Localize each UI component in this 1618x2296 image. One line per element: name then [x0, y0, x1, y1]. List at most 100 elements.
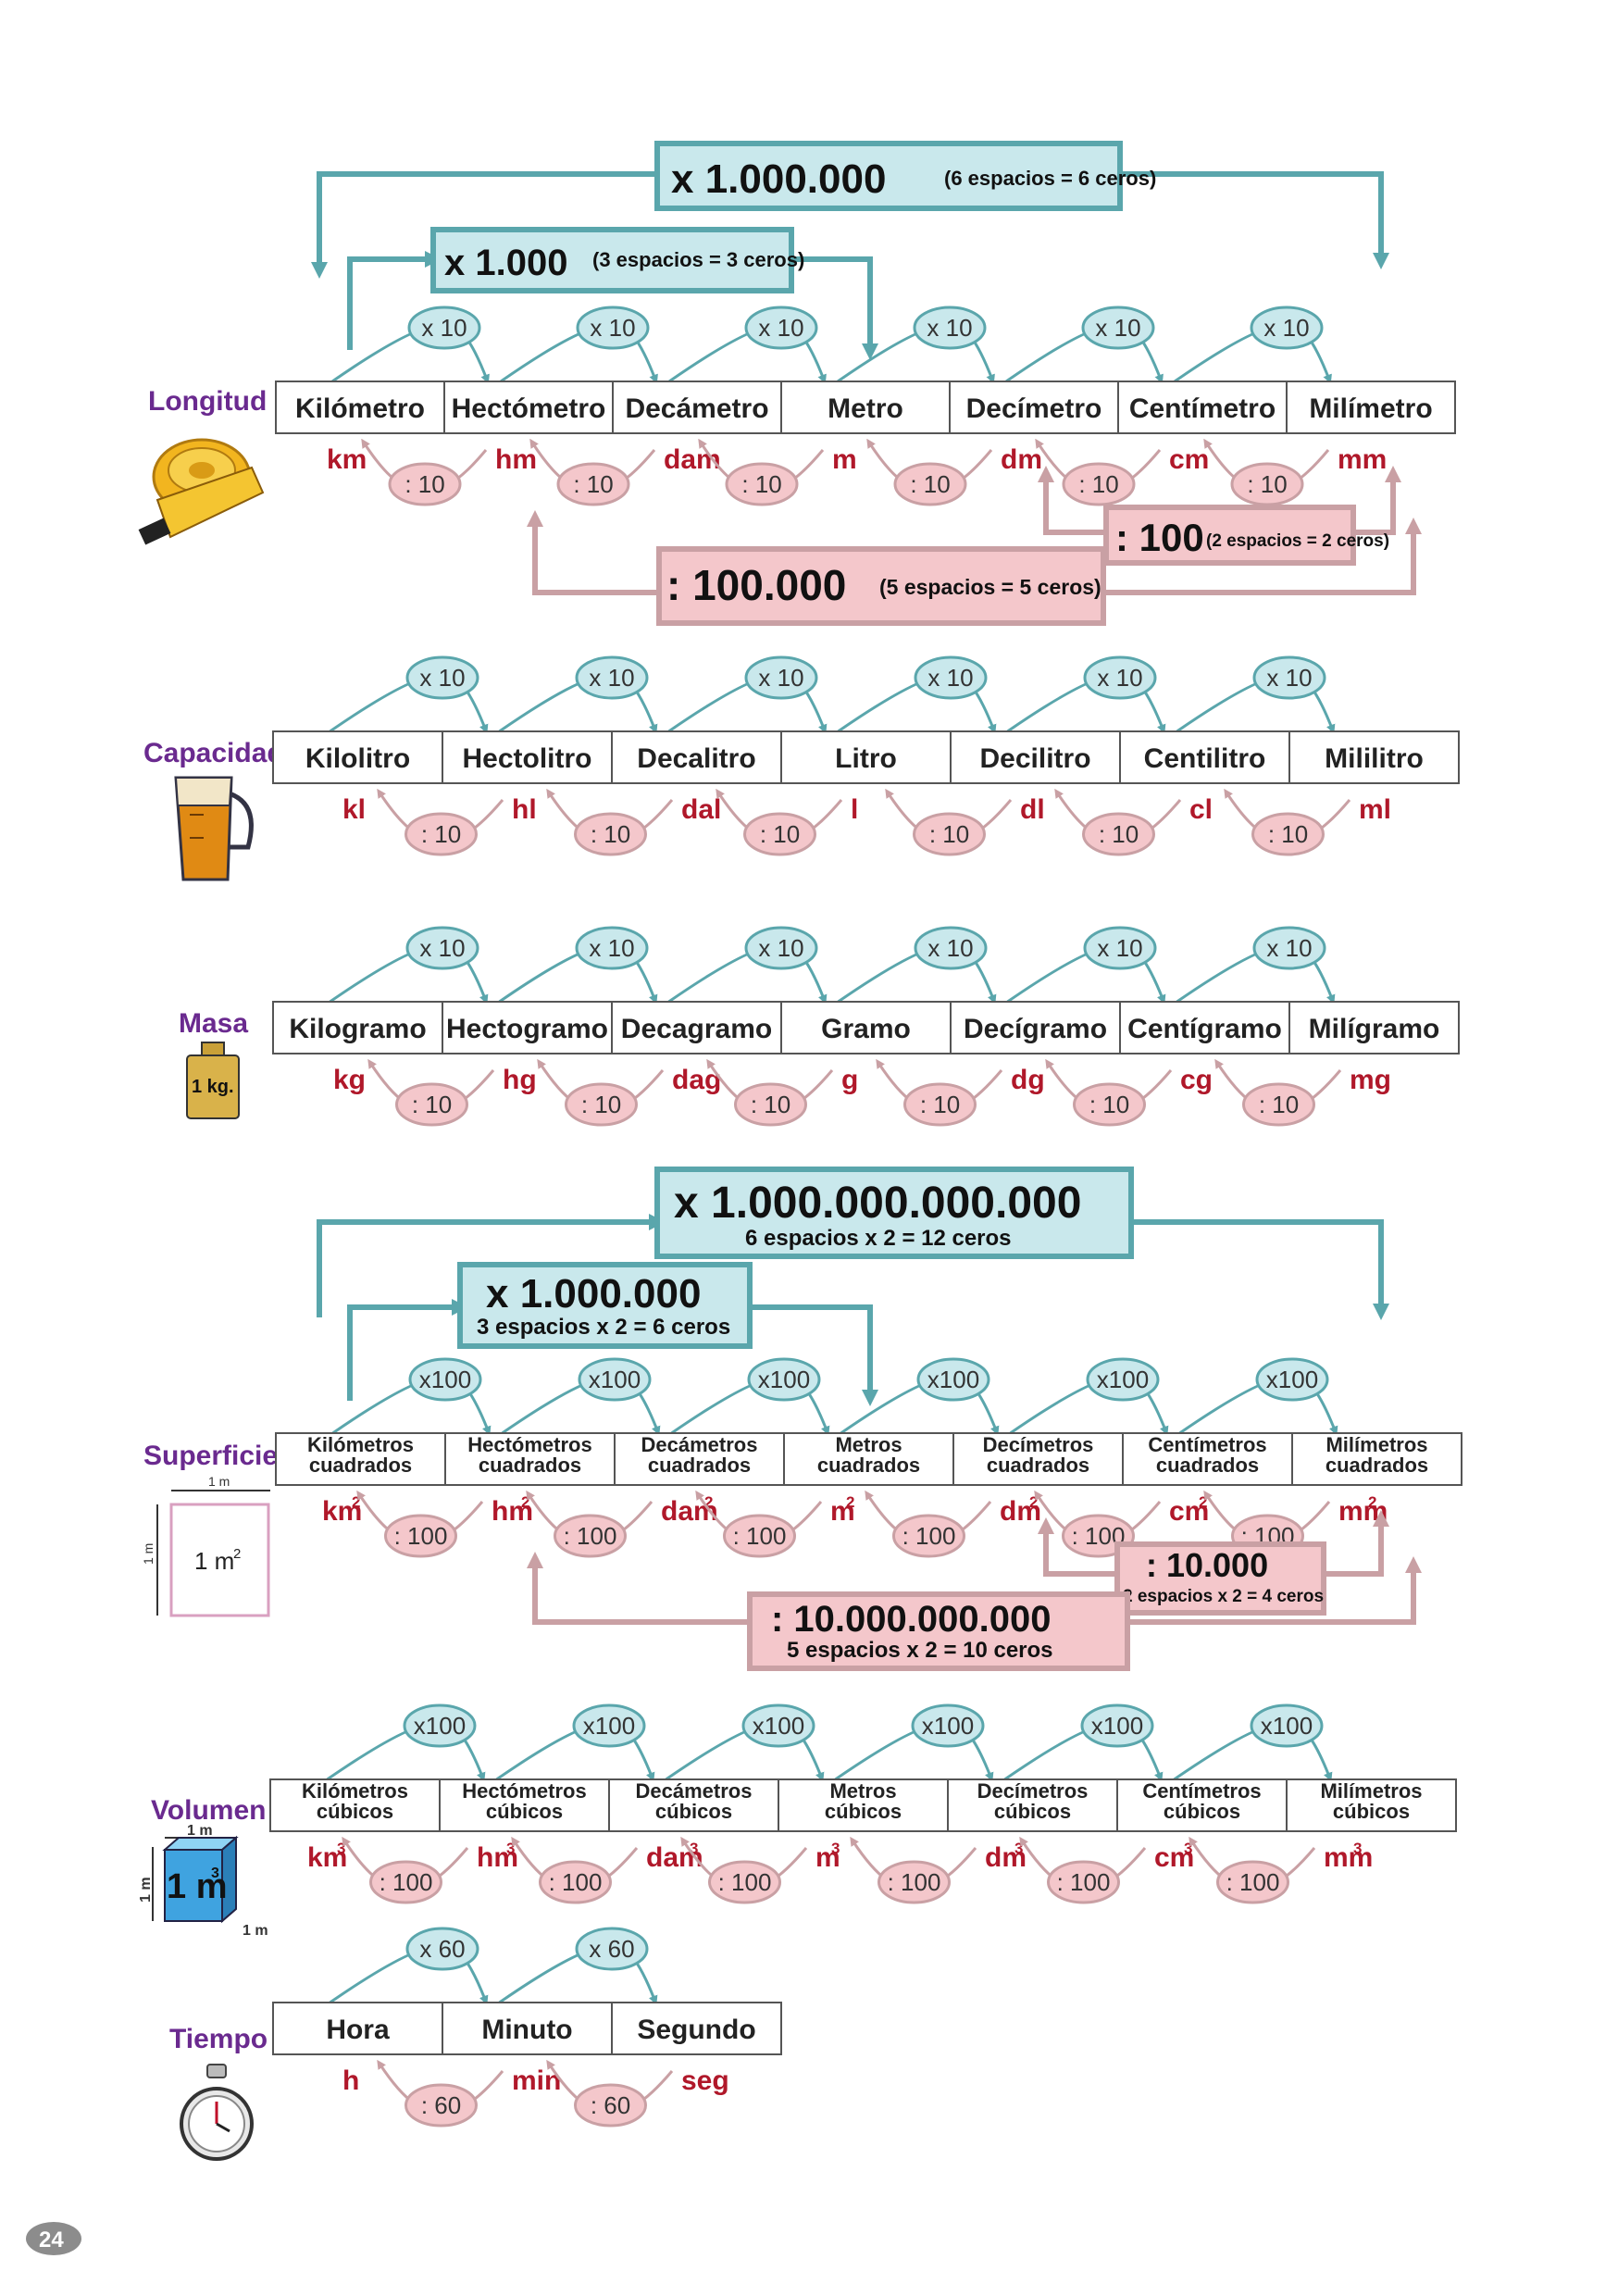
volumen-abbr: mm [1324, 1842, 1373, 1873]
longitud-div-bubble [1062, 462, 1136, 506]
masa-mult-bubble [914, 926, 988, 970]
capacidad-unit-name: Kilolitro [305, 743, 410, 774]
volumen-unit-name: cúbicos [1164, 1800, 1240, 1823]
capacidad-mult-factor: x 10 [419, 664, 465, 692]
longitud-unit-name: Decámetro [625, 393, 768, 424]
masa-div-factor: : 10 [1259, 1091, 1299, 1118]
volumen-div-bubble [708, 1860, 781, 1904]
longitud-div-factor: : 10 [404, 470, 444, 498]
volumen-div-factor: : 100 [1226, 1868, 1280, 1896]
superficie-div-bubble [892, 1514, 965, 1558]
longitud-big-div-main: : 100.000 [666, 561, 846, 609]
tiempo-unit-cell [611, 2002, 782, 2055]
masa-abbr: kg [333, 1065, 366, 1095]
masa-div-factor: : 10 [581, 1091, 621, 1118]
volumen-abbr-power: 3 [831, 1840, 840, 1857]
capacidad-div-bubble [743, 812, 816, 856]
masa-div-bubble [734, 1082, 807, 1127]
volumen-unit-name: cúbicos [655, 1800, 732, 1823]
volumen-unit-cell [1286, 1778, 1457, 1832]
masa-unit-name: Decagramo [621, 1014, 772, 1044]
volumen-mult-factor: x100 [583, 1712, 635, 1740]
capacidad-abbr: cl [1189, 794, 1213, 825]
capacidad-abbr: ml [1359, 794, 1391, 825]
volumen-div-factor: : 100 [549, 1868, 603, 1896]
volumen-section: Volumen 1 m 1 m 1 m 3 1 m x100 x100 x100 x1… [138, 1703, 1457, 1939]
superficie-abbr-power: 2 [1368, 1493, 1376, 1511]
superficie-mult-bubble [1255, 1357, 1329, 1402]
capacidad-div-factor: : 10 [421, 820, 461, 848]
longitud-mult-bubble [576, 306, 650, 350]
volumen-unit-name: Decímetros [977, 1779, 1089, 1803]
volumen-mult-factor: x100 [1261, 1712, 1313, 1740]
superficie-unit-cell [614, 1432, 785, 1486]
masa-row: x 10 x 10 x 10 x 10 x 10 x 10 Kilogramo Hectogr… [272, 926, 1460, 1127]
volumen-unit-cell [269, 1778, 441, 1832]
longitud-big-multiplier: x 1.000.000 (6 espacios = 6 ceros) [311, 141, 1389, 279]
capacidad-div-bubble [1251, 812, 1325, 856]
capacidad-unit-name: Litro [835, 743, 897, 774]
masa-mult-bubble [1252, 926, 1326, 970]
capacidad-abbr: l [851, 794, 858, 825]
volumen-unit-name: Decámetros [636, 1779, 753, 1803]
capacidad-unit-name: Decalitro [637, 743, 755, 774]
capacidad-abbr: hl [512, 794, 537, 825]
longitud-big-mult-main: x 1.000.000 [671, 156, 886, 202]
tiempo-abbr: seg [681, 2065, 729, 2096]
superficie-mult-factor: x100 [1266, 1366, 1318, 1393]
volumen-div-factor: : 100 [1057, 1868, 1111, 1896]
volumen-mult-factor: x100 [922, 1712, 974, 1740]
capacidad-unit-name: Mililitro [1325, 743, 1424, 774]
longitud-small-div-note: (2 espacios = 2 ceros) [1206, 531, 1389, 551]
capacidad-mult-factor: x 10 [1097, 664, 1142, 692]
masa-div-bubble [565, 1082, 638, 1127]
longitud-unit-name: Metro [828, 393, 903, 424]
capacidad-unit-cell [950, 730, 1121, 784]
superficie-mult-factor: x100 [927, 1366, 979, 1393]
capacidad-mult-bubble [744, 655, 818, 700]
superficie-unit-name: Metros [835, 1433, 902, 1456]
masa-mult-factor: x 10 [419, 934, 465, 962]
superficie-unit-cell [1291, 1432, 1462, 1486]
longitud-mult-bubble [913, 306, 987, 350]
capacidad-unit-cell [272, 730, 443, 784]
volumen-unit-name: Metros [829, 1779, 896, 1803]
tiempo-mult-bubble [575, 1927, 649, 1971]
volumen-div-bubble [877, 1860, 951, 1904]
capacidad-unit-cell [611, 730, 782, 784]
masa-unit-name: Gramo [821, 1014, 911, 1044]
superficie-unit-name: cuadrados [1326, 1454, 1428, 1477]
volumen-div-factor: : 100 [888, 1868, 941, 1896]
longitud-abbr: km [327, 444, 367, 475]
longitud-mult-factor: x 10 [758, 314, 803, 342]
capacidad-row: x 10 x 10 x 10 x 10 x 10 x 10 Kilolitro Hectoli… [272, 655, 1460, 856]
longitud-div-factor: : 10 [1247, 470, 1287, 498]
capacidad-mult-factor: x 10 [927, 664, 973, 692]
volumen-unit-name: Milímetros [1320, 1779, 1422, 1803]
longitud-unit-cell [1286, 381, 1456, 434]
superficie-mult-bubble [578, 1357, 652, 1402]
volumen-unit-name: Kilómetros [302, 1779, 408, 1803]
stopwatch-icon [180, 2064, 254, 2161]
longitud-big-mult-note: (6 espacios = 6 ceros) [944, 167, 1156, 190]
longitud-big-div-note: (5 espacios = 5 ceros) [879, 575, 1101, 599]
masa-div-factor: : 10 [751, 1091, 790, 1118]
longitud-div-factor: : 10 [573, 470, 613, 498]
superficie-unit-name: Hectómetros [467, 1433, 591, 1456]
measuring-jug-icon [174, 776, 254, 881]
superficie-small-divisor: : 10.000 2 espacios x 2 = 4 ceros [1038, 1510, 1389, 1616]
masa-div-bubble [1073, 1082, 1146, 1127]
longitud-unit-cell [949, 381, 1119, 434]
volumen-mult-factor: x100 [1091, 1712, 1143, 1740]
longitud-unit-cell [780, 381, 951, 434]
superficie-abbr: m [830, 1496, 855, 1527]
tiempo-unit-cell [442, 2002, 613, 2055]
superficie-div-factor: : 100 [902, 1522, 956, 1550]
superficie-abbr-power: 2 [1199, 1493, 1207, 1511]
volumen-unit-cell [1116, 1778, 1288, 1832]
longitud-unit-cell [275, 381, 445, 434]
cube-label: 1 m [167, 1867, 227, 1906]
volumen-abbr: km [307, 1842, 347, 1873]
masa-abbr: cg [1180, 1065, 1213, 1095]
